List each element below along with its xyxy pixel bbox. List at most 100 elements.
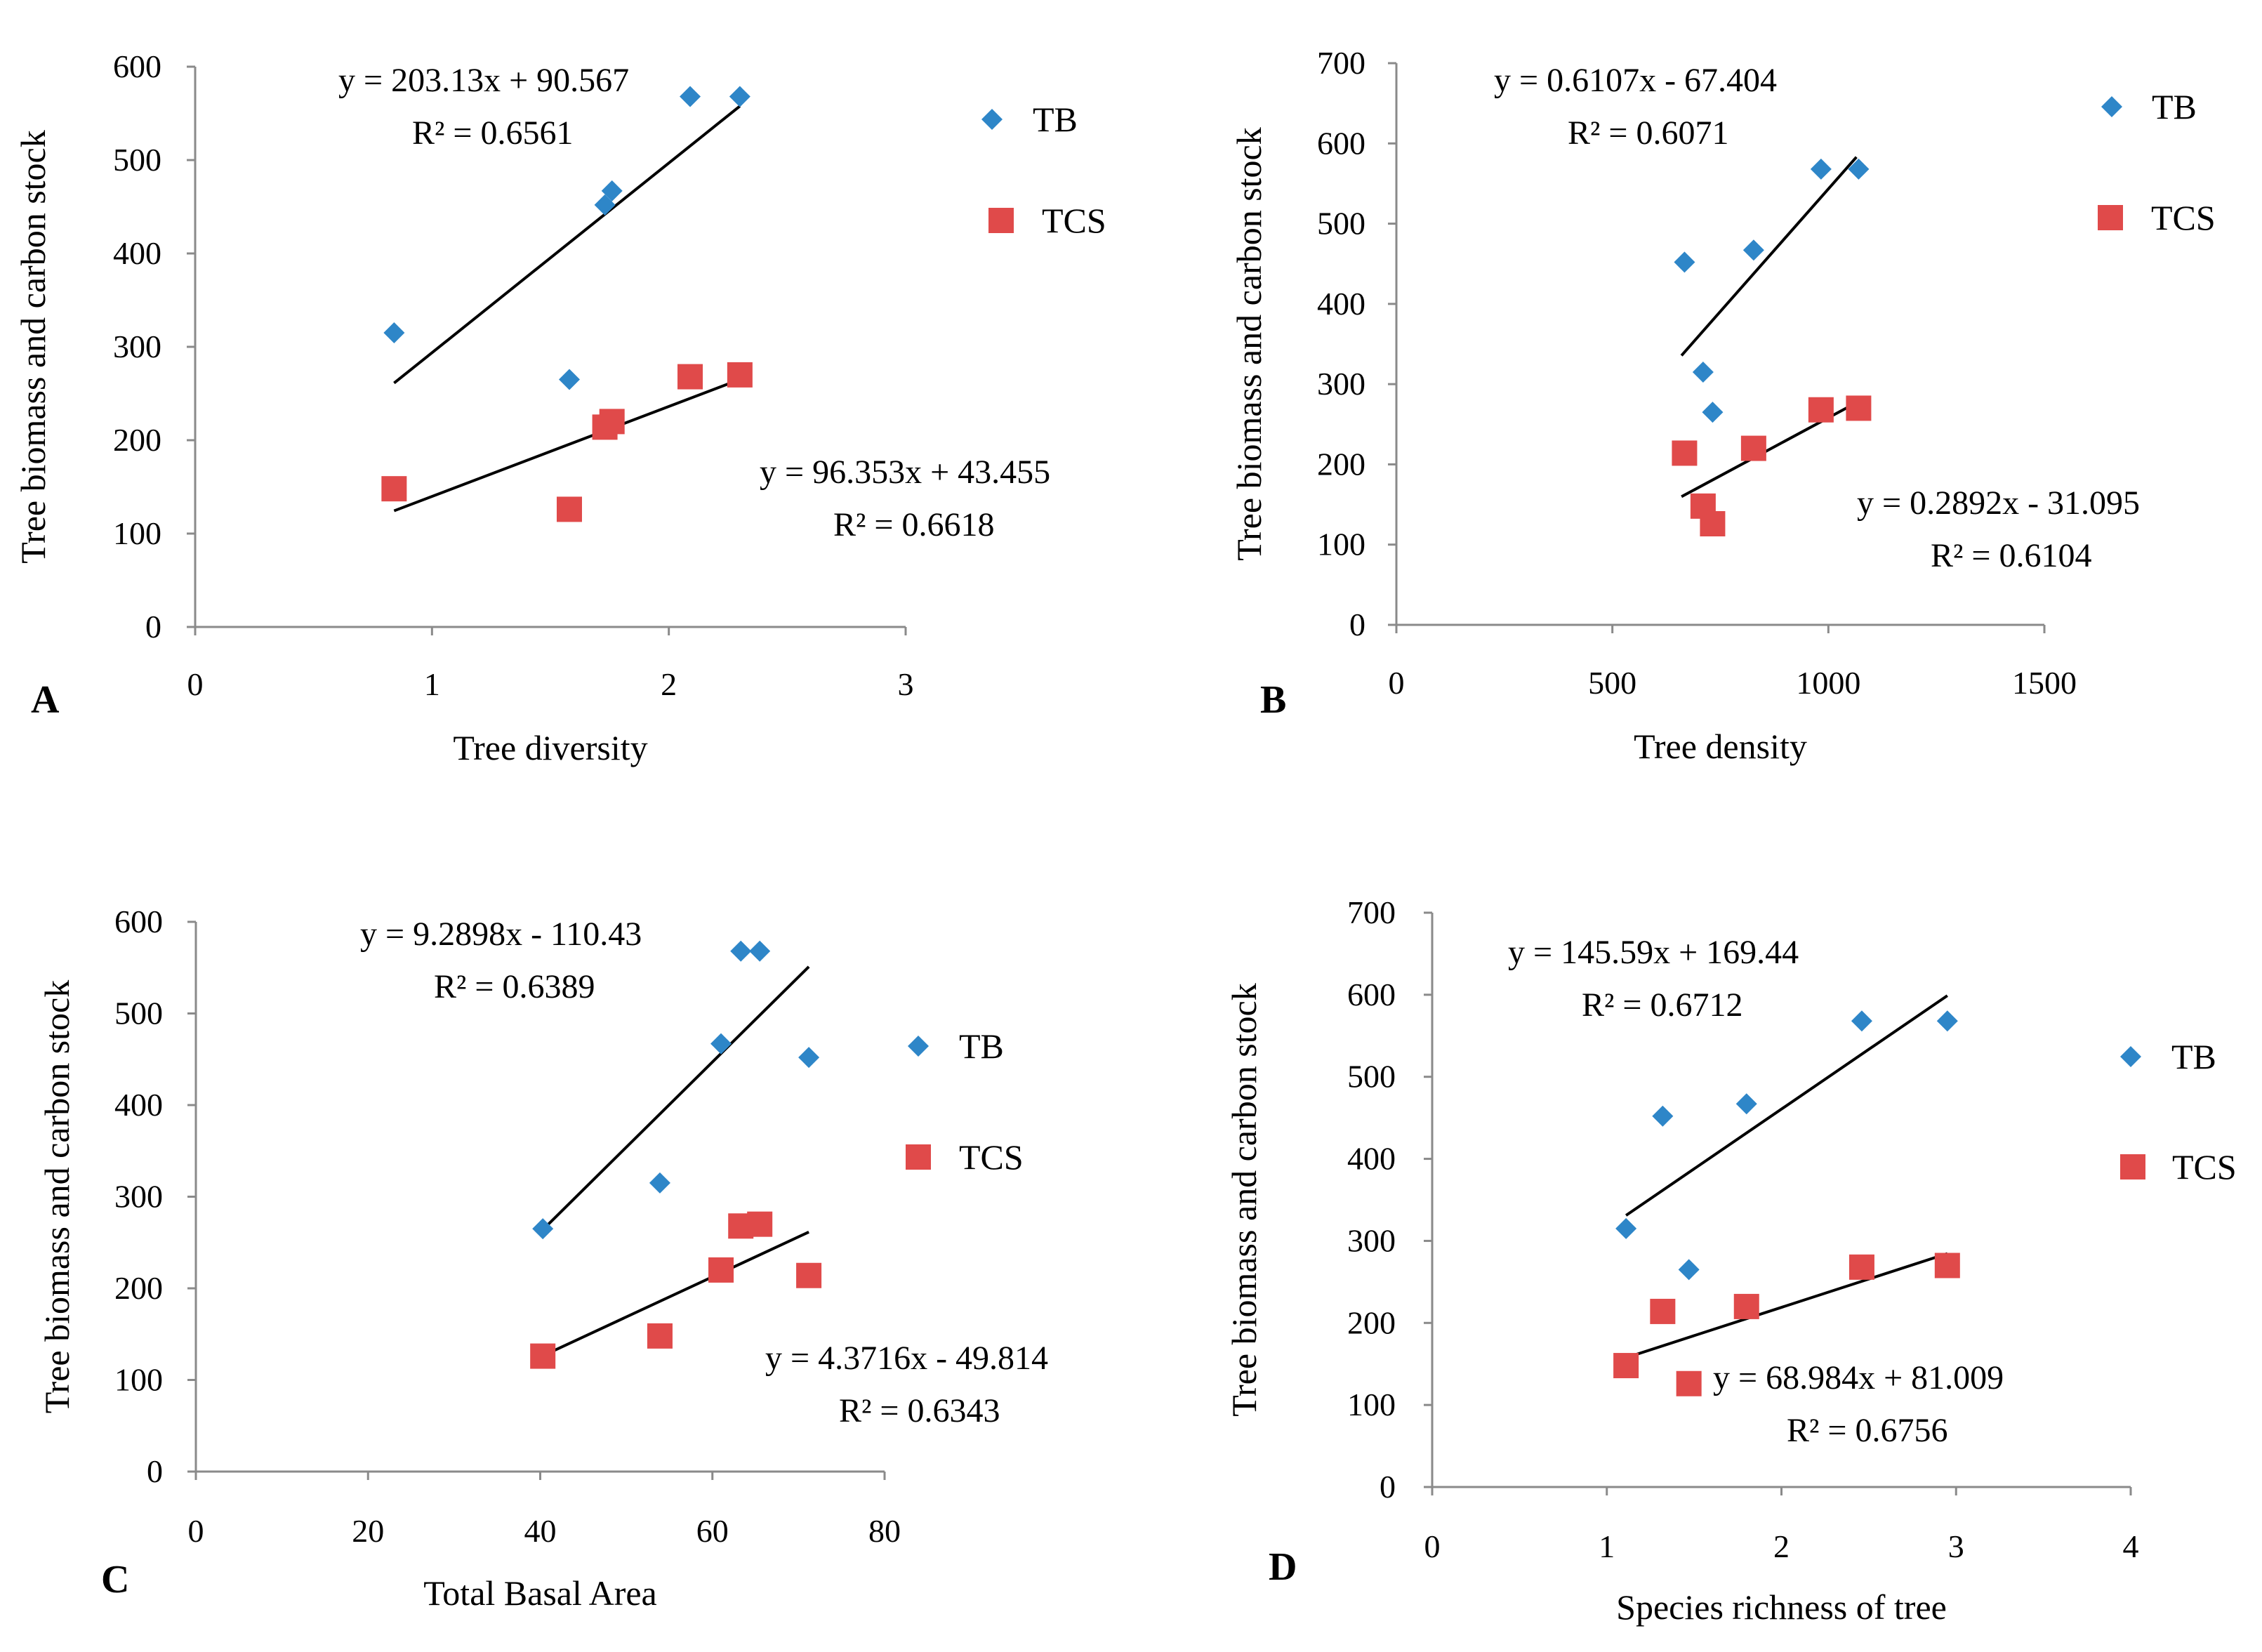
x-axis-title: Species richness of tree [1616,1587,1947,1627]
data-point-tb [1702,402,1724,423]
data-point-tcs [677,364,703,390]
panel-label: D [1269,1545,1297,1589]
x-tick-label: 3 [898,666,914,702]
data-point-tcs [1848,1254,1874,1280]
y-tick-label: 100 [1347,1387,1396,1422]
r-squared-label: R² = 0.6104 [1931,537,2091,574]
legend-label-tcs: TCS [959,1137,1024,1177]
data-point-tb [1674,251,1695,273]
y-tick-label: 300 [114,1179,163,1215]
trendline-equation: y = 4.3716x - 49.814 [765,1340,1048,1377]
x-tick-label: 4 [2123,1528,2139,1564]
y-tick-label: 100 [1317,527,1365,562]
y-tick-label: 200 [114,1270,163,1306]
y-axis-title: Tree biomass and carbon stock [13,130,53,563]
data-point-tb [1810,158,1832,180]
legend-label-tb: TB [2171,1037,2216,1076]
data-point-tb [594,194,616,216]
y-tick-label: 600 [114,904,163,939]
data-point-tcs [727,362,753,388]
y-tick-label: 100 [113,515,161,551]
legend-label-tcs: TCS [2151,198,2216,237]
x-tick-label: 1 [1599,1528,1615,1564]
data-point-tcs [1733,1293,1759,1319]
r-squared-label: R² = 0.6389 [434,968,595,1005]
data-point-tcs [530,1343,556,1369]
y-tick-label: 100 [114,1362,163,1398]
y-tick-label: 500 [114,996,163,1031]
r-squared-label: R² = 0.6343 [839,1392,1000,1429]
legend-marker-tb [2101,96,2122,117]
trendline-equation: y = 203.13x + 90.567 [338,62,629,99]
x-tick-label: 20 [352,1513,384,1549]
r-squared-label: R² = 0.6618 [833,506,994,543]
data-point-tcs [647,1323,673,1349]
x-tick-label: 2 [661,666,677,702]
panel-label: B [1260,678,1286,722]
y-axis-title: Tree biomass and carbon stock [1224,983,1264,1416]
y-tick-label: 600 [113,48,161,84]
legend-label-tb: TB [2152,87,2197,126]
chart-panel-a: 0 100 200 300 400 500 600 0 1 2 3 Tree diversity Tre… [13,48,1106,767]
data-point-tb [1848,158,1870,180]
legend-marker-tcs [906,1144,931,1170]
data-point-tcs [1672,440,1698,466]
data-point-tb [601,180,623,201]
y-tick-label: 500 [1347,1059,1396,1095]
data-point-tb [383,322,405,344]
data-point-tb [730,940,752,962]
y-tick-label: 200 [113,422,161,458]
series-tb: y = 9.2898x - 110.43 R² = 0.6389 TB [360,916,1004,1240]
y-tick-label: 600 [1317,125,1365,161]
data-point-tcs [1700,511,1726,536]
series-tcs: y = 4.3716x - 49.814 R² = 0.6343 TCS [530,1137,1048,1429]
series-tb: y = 203.13x + 90.567 R² = 0.6561 TB [338,62,1078,390]
trendline-equation: y = 0.2892x - 31.095 [1857,484,2140,522]
legend-marker-tb [981,109,1003,130]
x-tick-label: 1500 [2012,665,2077,701]
data-point-tcs [599,409,625,435]
r-squared-label: R² = 0.6071 [1568,114,1728,152]
legend-label-tcs: TCS [1042,201,1106,240]
trendline-equation: y = 68.984x + 81.009 [1713,1359,2004,1396]
panel-label: C [101,1558,129,1601]
y-tick-label: 500 [113,142,161,178]
y-tick-label: 200 [1347,1304,1396,1340]
y-tick-label: 0 [1380,1469,1396,1505]
data-point-tcs [556,496,582,522]
trendline-equation: y = 0.6107x - 67.404 [1494,62,1777,99]
y-tick-label: 0 [147,1453,163,1489]
y-tick-label: 0 [145,609,161,645]
chart-panel-c: 0 100 200 300 400 500 600 0 20 40 60 80 Total Basal … [37,904,1048,1613]
x-axis-title: Total Basal Area [423,1573,657,1613]
data-point-tb [710,1033,732,1055]
x-tick-label: 0 [1389,665,1405,701]
data-point-tcs [747,1211,773,1237]
x-tick-label: 0 [187,666,204,702]
data-point-tb [1652,1105,1674,1127]
data-point-tcs [1934,1253,1960,1278]
data-point-tb [649,1172,670,1194]
y-axis-title: Tree biomass and carbon stock [1229,127,1269,560]
x-tick-label: 1 [424,666,440,702]
panel-label: A [31,678,60,722]
data-point-tb [680,86,701,107]
chart-panel-b: 0 100 200 300 400 500 600 700 0 500 1000 1500 Tree d… [1229,45,2216,766]
legend-label-tcs: TCS [2172,1147,2237,1187]
legend-label-tb: TB [959,1026,1004,1066]
data-point-tb [1742,239,1764,261]
y-axis-title: Tree biomass and carbon stock [37,980,77,1413]
trendline-tb [541,965,810,1231]
r-squared-label: R² = 0.6712 [1582,986,1742,1024]
x-axis-title: Tree density [1634,727,1807,766]
trendline-tcs [1625,1252,1948,1359]
trendline-tb [1625,994,1948,1217]
trendline-tcs [542,1231,809,1357]
x-axis-title: Tree diversity [453,728,647,767]
x-tick-label: 3 [1948,1528,1964,1564]
x-tick-label: 80 [868,1513,901,1549]
data-point-tb [1936,1010,1958,1032]
x-tick-label: 0 [188,1513,204,1549]
data-point-tcs [1846,395,1872,421]
